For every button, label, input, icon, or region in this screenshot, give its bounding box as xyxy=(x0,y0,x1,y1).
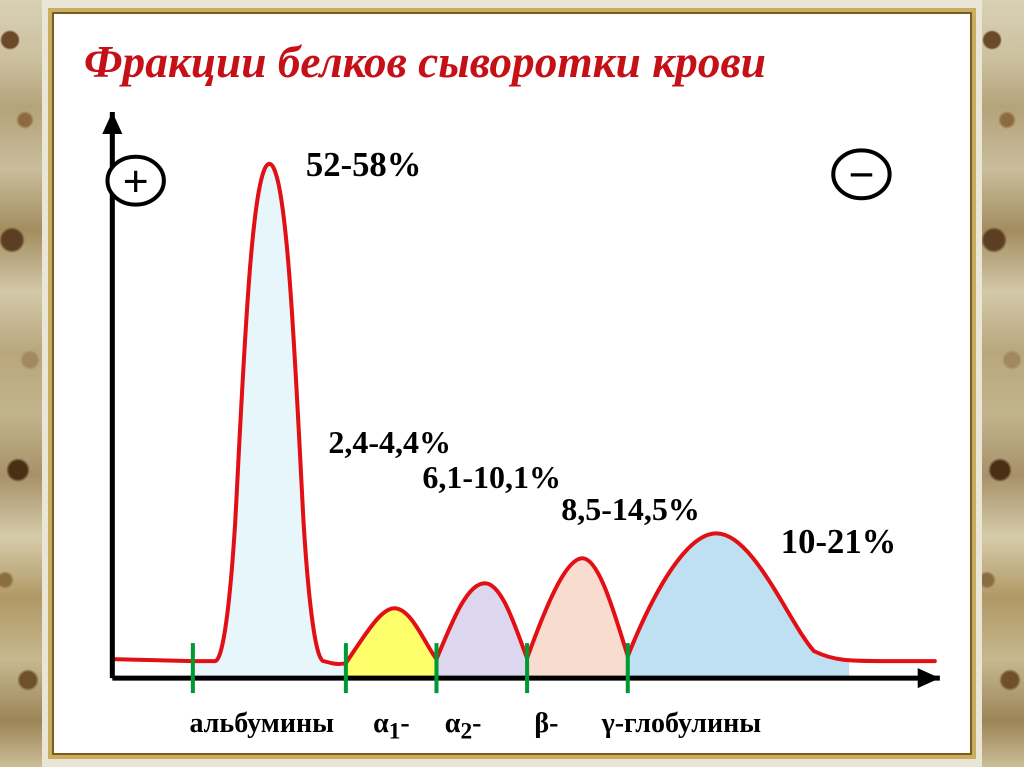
electrophoresis-chart: +− 52-58%2,4-4,4%6,1-10,1%8,5-14,5%10-21… xyxy=(64,104,960,743)
x-axis-arrow xyxy=(918,668,940,688)
slide-content: Фракции белков сыворотки крови +− 52-58%… xyxy=(52,12,972,755)
chart-svg: +− xyxy=(64,104,960,743)
axis-label-axis_alpha2: α2- xyxy=(445,708,482,746)
electrode-plus-icon: + xyxy=(107,156,163,207)
axis-label-axis_alpha1: α1- xyxy=(373,708,410,746)
value-label-alpha1_value: 2,4-4,4% xyxy=(328,424,451,461)
fraction-fill-albumin xyxy=(193,164,346,678)
svg-text:+: + xyxy=(122,156,148,207)
y-axis-arrow xyxy=(102,112,122,134)
value-label-gamma_value: 10-21% xyxy=(781,523,897,562)
frame-texture-right xyxy=(982,0,1024,767)
svg-text:−: − xyxy=(848,149,874,200)
slide-title: Фракции белков сыворотки крови xyxy=(84,36,940,88)
slide-frame: Фракции белков сыворотки крови +− 52-58%… xyxy=(0,0,1024,767)
electrode-minus-icon: − xyxy=(833,149,889,200)
axis-label-axis_beta: β- xyxy=(534,708,558,740)
value-label-beta_value: 8,5-14,5% xyxy=(561,491,700,528)
axis-label-axis_albumin: альбумины xyxy=(189,708,334,740)
axis-label-axis_gamma: γ-глобулины xyxy=(602,708,762,740)
value-label-albumin_value: 52-58% xyxy=(306,146,422,185)
value-label-alpha2_value: 6,1-10,1% xyxy=(422,459,561,496)
frame-texture-left xyxy=(0,0,42,767)
